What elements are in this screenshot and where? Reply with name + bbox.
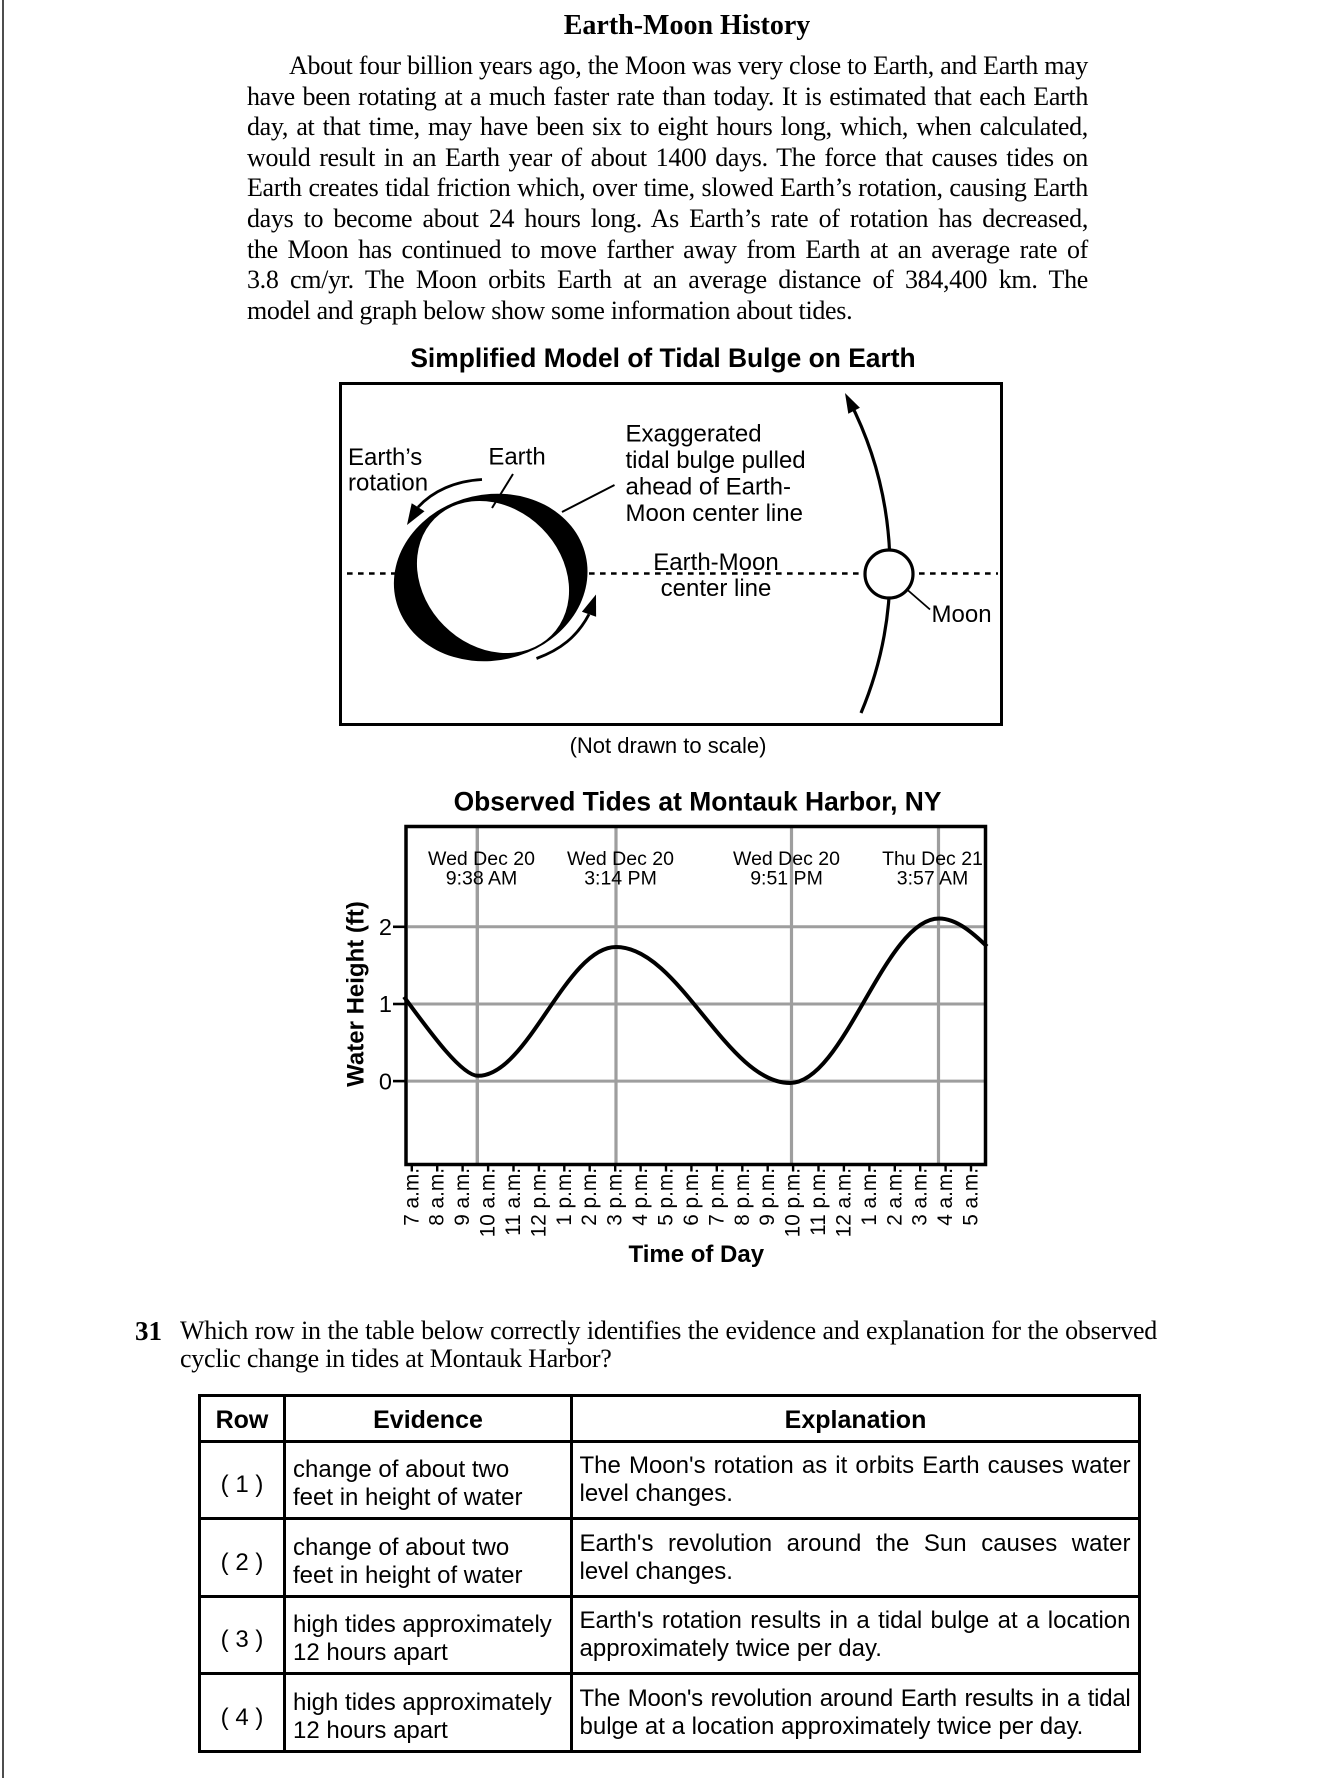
svg-text:Earth: Earth: [488, 444, 545, 471]
svg-text:2: 2: [379, 914, 392, 940]
svg-text:12 a.m.: 12 a.m.: [832, 1168, 855, 1237]
svg-text:5 p.m.: 5 p.m.: [655, 1168, 678, 1226]
svg-text:Wed Dec 20: Wed Dec 20: [428, 848, 535, 870]
svg-text:9 a.m.: 9 a.m.: [451, 1168, 474, 1226]
svg-text:Simplified Model of Tidal Bulg: Simplified Model of Tidal Bulge on Earth: [410, 345, 915, 373]
svg-text:Time of Day: Time of Day: [628, 1241, 764, 1268]
svg-text:7 p.m.: 7 p.m.: [705, 1168, 728, 1226]
svg-text:3 a.m.: 3 a.m.: [909, 1168, 932, 1226]
svg-text:center line: center line: [661, 575, 772, 602]
svg-text:0: 0: [379, 1068, 392, 1094]
svg-text:Thu Dec 21: Thu Dec 21: [882, 848, 983, 870]
svg-text:Wed Dec 20: Wed Dec 20: [733, 848, 840, 870]
svg-text:9 p.m.: 9 p.m.: [756, 1168, 779, 1226]
svg-text:Water Height (ft): Water Height (ft): [343, 901, 370, 1087]
svg-text:11 a.m.: 11 a.m.: [502, 1168, 525, 1236]
svg-text:Exaggerated: Exaggerated: [626, 421, 762, 448]
svg-text:1: 1: [379, 991, 392, 1017]
svg-text:3:57 AM: 3:57 AM: [897, 868, 969, 890]
svg-text:Moon center line: Moon center line: [626, 500, 803, 527]
svg-text:(Not drawn to scale): (Not drawn to scale): [570, 733, 767, 758]
svg-text:10 p.m.: 10 p.m.: [782, 1168, 805, 1237]
svg-text:4 a.m.: 4 a.m.: [934, 1168, 957, 1226]
svg-text:7 a.m.: 7 a.m.: [400, 1168, 423, 1226]
svg-text:6 p.m.: 6 p.m.: [680, 1168, 703, 1226]
svg-text:rotation: rotation: [348, 470, 428, 497]
svg-text:3:14 PM: 3:14 PM: [584, 868, 657, 890]
svg-text:Observed Tides at Montauk Harb: Observed Tides at Montauk Harbor, NY: [454, 787, 942, 817]
svg-text:3 p.m.: 3 p.m.: [604, 1168, 627, 1226]
svg-text:9:38 AM: 9:38 AM: [446, 868, 518, 890]
svg-text:9:51 PM: 9:51 PM: [750, 868, 823, 890]
svg-text:11 p.m.: 11 p.m.: [807, 1168, 830, 1236]
svg-text:Moon: Moon: [932, 601, 992, 628]
svg-text:2 p.m.: 2 p.m.: [578, 1168, 601, 1226]
svg-text:ahead of Earth-: ahead of Earth-: [626, 474, 791, 501]
svg-text:Earth’s: Earth’s: [348, 444, 422, 471]
svg-text:12 p.m.: 12 p.m.: [527, 1168, 550, 1237]
svg-text:8 p.m.: 8 p.m.: [731, 1168, 754, 1226]
svg-text:tidal bulge pulled: tidal bulge pulled: [626, 447, 806, 474]
svg-text:1 a.m.: 1 a.m.: [858, 1168, 881, 1226]
svg-text:Earth-Moon: Earth-Moon: [653, 549, 778, 576]
svg-text:5 a.m.: 5 a.m.: [960, 1168, 983, 1226]
svg-text:1 p.m.: 1 p.m.: [553, 1168, 576, 1226]
svg-text:8 a.m.: 8 a.m.: [426, 1168, 449, 1226]
svg-text:10 a.m.: 10 a.m.: [477, 1168, 500, 1237]
svg-text:4 p.m.: 4 p.m.: [629, 1168, 652, 1226]
svg-text:Wed Dec 20: Wed Dec 20: [567, 848, 674, 870]
svg-text:2 a.m.: 2 a.m.: [883, 1168, 906, 1226]
